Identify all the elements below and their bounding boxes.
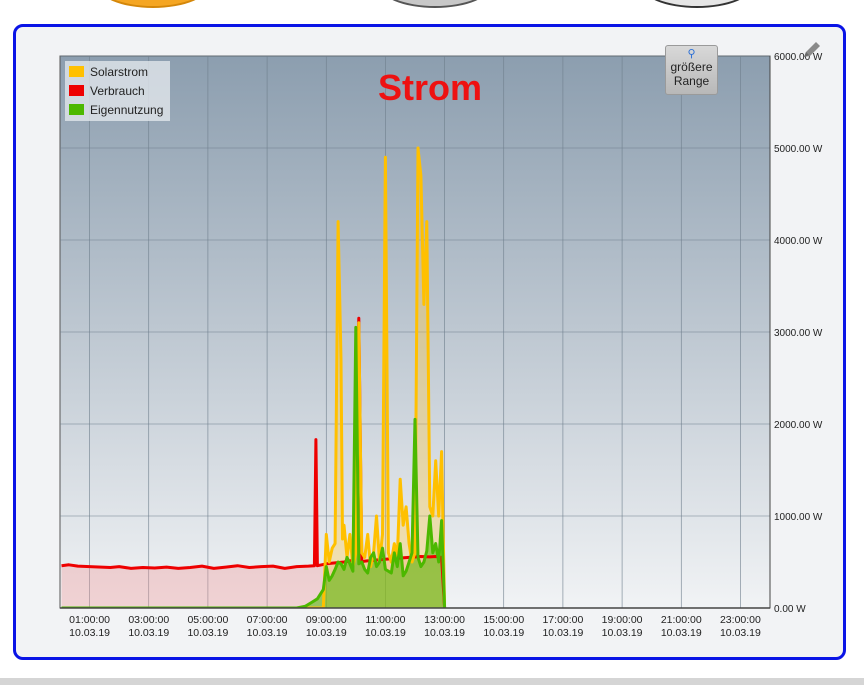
x-tick-date-5: 10.03.19 [365, 627, 406, 639]
series-line-eigennutzung [61, 325, 447, 608]
y-tick-label-0: 0.00 W [774, 604, 806, 615]
x-tick-date-7: 10.03.19 [483, 627, 524, 639]
y-tick-label-2: 2000.00 W [774, 420, 823, 431]
x-axis-ticks: 01:00:0010.03.1903:00:0010.03.1905:00:00… [69, 614, 761, 639]
chart-title: Strom [378, 67, 482, 108]
y-tick-label-6: 6000.00 W [774, 52, 823, 63]
legend-swatch-eigennutzung [69, 104, 84, 115]
x-tick-date-11: 10.03.19 [720, 627, 761, 639]
magnifier-icon: ⚲ [687, 48, 696, 60]
x-tick-time-5: 11:00:00 [365, 614, 405, 626]
x-tick-date-9: 10.03.19 [602, 627, 643, 639]
x-tick-date-3: 10.03.19 [247, 627, 288, 639]
x-tick-time-2: 05:00:00 [187, 614, 228, 626]
x-tick-date-4: 10.03.19 [306, 627, 347, 639]
x-tick-date-2: 10.03.19 [187, 627, 228, 639]
legend-swatch-verbrauch [69, 85, 84, 96]
y-tick-label-1: 1000.00 W [774, 512, 823, 523]
x-tick-date-6: 10.03.19 [424, 627, 465, 639]
legend-label-solarstrom: Solarstrom [90, 65, 148, 79]
zoom-range-button[interactable]: ⚲ größere Range [665, 45, 718, 95]
legend: Solarstrom Verbrauch Eigennutzung [65, 61, 170, 121]
x-tick-date-0: 10.03.19 [69, 627, 110, 639]
x-tick-date-8: 10.03.19 [542, 627, 583, 639]
zoom-range-label-line2: Range [673, 74, 710, 88]
series-area-solarstrom [61, 148, 445, 608]
legend-swatch-solarstrom [69, 66, 84, 77]
series-area-eigennutzung [61, 327, 445, 608]
pencil-icon[interactable] [800, 40, 824, 60]
x-tick-time-6: 13:00:00 [424, 614, 465, 626]
x-tick-time-4: 09:00:00 [306, 614, 347, 626]
y-axis-ticks: 0.00 W 1000.00 W 2000.00 W 3000.00 W 4000.00… [774, 52, 823, 615]
legend-label-verbrauch: Verbrauch [90, 84, 145, 98]
x-tick-time-3: 07:00:00 [247, 614, 288, 626]
x-tick-time-11: 23:00:00 [720, 614, 761, 626]
x-tick-time-8: 17:00:00 [542, 614, 583, 626]
series-areas [61, 148, 445, 608]
y-tick-label-3: 3000.00 W [774, 328, 823, 339]
x-tick-time-9: 19:00:00 [602, 614, 643, 626]
x-tick-time-0: 01:00:00 [69, 614, 110, 626]
legend-label-eigennutzung: Eigennutzung [90, 103, 163, 117]
y-tick-label-5: 5000.00 W [774, 144, 823, 155]
x-tick-time-1: 03:00:00 [128, 614, 169, 626]
x-tick-time-7: 15:00:00 [483, 614, 524, 626]
x-tick-date-10: 10.03.19 [661, 627, 702, 639]
bottom-scrollbar[interactable] [0, 678, 864, 685]
x-tick-time-10: 21:00:00 [661, 614, 702, 626]
y-tick-label-4: 4000.00 W [774, 236, 823, 247]
x-tick-date-1: 10.03.19 [128, 627, 169, 639]
zoom-range-label-line1: größere [670, 60, 713, 74]
series-lines [61, 146, 447, 608]
